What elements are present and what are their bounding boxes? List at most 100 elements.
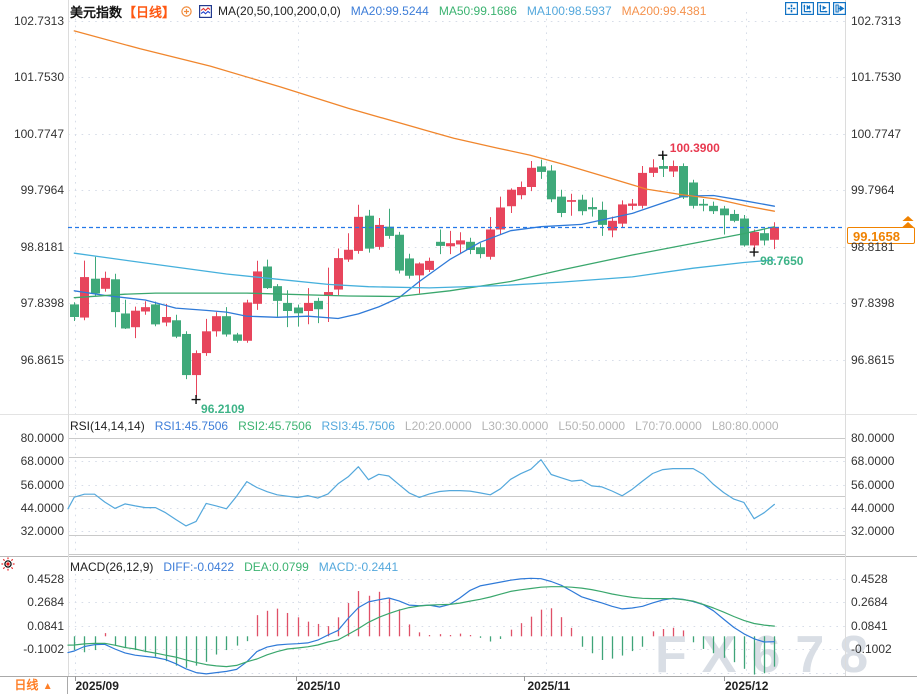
candle-body (131, 310, 140, 328)
macd-dea-line (67, 586, 776, 668)
candle-body (446, 243, 455, 247)
y-axis-label-right: 68.0000 (851, 454, 895, 469)
candle-body (689, 182, 698, 206)
candle-body (70, 304, 79, 317)
candle-body (182, 333, 191, 376)
candle-body (263, 266, 272, 289)
candle-body (456, 240, 465, 245)
low-price-label: 96.2109 (201, 401, 245, 416)
candle-body (334, 258, 343, 290)
y-axis-label-right: 0.4528 (851, 571, 888, 586)
y-axis-label-left: 101.7530 (13, 70, 64, 85)
candle-body (202, 331, 211, 354)
candle-body (436, 241, 445, 246)
candle-body (91, 278, 100, 294)
rsi-values-item: RSI1:45.7506 (154, 419, 229, 433)
ma200-line (73, 30, 776, 212)
price-up-arrows-icon (901, 216, 915, 232)
y-axis-label-right: 96.8615 (851, 352, 895, 367)
ma-values-item: MA20:99.5244 (350, 4, 429, 18)
ma50-line (73, 226, 776, 299)
candle-body (770, 226, 779, 240)
price-extreme-cross-icon (658, 150, 668, 160)
ma100-line (73, 252, 776, 289)
ma-values-item: MA100:98.5937 (526, 4, 612, 18)
y-axis-label-left: 32.0000 (20, 524, 64, 539)
price-extreme-cross-icon (191, 395, 201, 405)
y-axis-label-left: 96.8615 (20, 352, 64, 367)
pan-right-icon[interactable] (833, 2, 846, 15)
low-price-label: 98.7650 (760, 254, 804, 269)
y-axis-label-right: 97.8398 (851, 296, 895, 311)
y-axis-label-left: 0.0841 (27, 618, 64, 633)
add-circle-icon[interactable] (181, 5, 192, 17)
candle-body (141, 307, 150, 312)
macd-diff-line (67, 577, 776, 675)
high-price-label: 100.3900 (669, 141, 720, 156)
candle-body (375, 224, 384, 247)
month-label: 2025/09 (75, 679, 119, 693)
candle-body (415, 263, 424, 276)
y-axis-label-right: 80.0000 (851, 431, 895, 445)
candle-body (588, 207, 597, 210)
candle-body (679, 166, 688, 198)
y-axis-label-right: 44.0000 (851, 500, 895, 515)
candle-body (314, 300, 323, 310)
candle-body (243, 302, 252, 341)
candle-body (760, 233, 769, 241)
y-axis-label-left: 97.8398 (20, 296, 64, 311)
candlestick-chart-icon[interactable] (199, 4, 213, 18)
candle-body (233, 334, 242, 341)
candle-body (638, 172, 647, 206)
candle-body (111, 279, 120, 313)
candle-body (405, 258, 414, 276)
current-price-tag: 99.1658 (847, 227, 915, 244)
candle-body (659, 166, 668, 169)
y-axis-label-left: 99.7964 (20, 183, 64, 198)
ma-settings-label: MA(20,50,100,200,0,0) (218, 4, 341, 18)
candle-body (699, 203, 708, 206)
current-price-value: 99.1658 (853, 229, 900, 244)
candle-body (740, 218, 749, 246)
candle-body (486, 229, 495, 257)
macd-name: MACD(26,12,9) (70, 560, 154, 574)
candle-body (608, 220, 617, 231)
ma20-line (73, 194, 776, 320)
candle-body (507, 189, 516, 207)
candle-body (212, 316, 221, 332)
candle-body (222, 316, 231, 335)
y-axis-label-right: 56.0000 (851, 477, 895, 492)
chevron-up-icon: ▲ (42, 681, 53, 692)
rsi-levels-item: L20:20.0000 (404, 419, 472, 433)
ma-values-item: MA200:99.4381 (621, 4, 707, 18)
rsi-levels-item: L70:70.0000 (635, 419, 702, 433)
macd-values-item: DIFF:-0.0422 (163, 560, 235, 574)
y-axis-label-right: 99.7964 (851, 183, 895, 198)
rsi-levels-item: L50:50.0000 (558, 419, 626, 433)
axis-zoom-in-icon[interactable] (801, 2, 814, 15)
candle-body (649, 167, 658, 173)
rsi-values-item: RSI2:45.7506 (238, 419, 312, 433)
candle-body (496, 207, 505, 230)
period-tag: 【日线】 (123, 4, 176, 20)
period-selector[interactable]: 日线 ▲ (0, 676, 68, 694)
macd-values-item: MACD:-0.2441 (318, 560, 399, 574)
axis-play-icon[interactable] (817, 2, 830, 15)
candle-body (101, 277, 110, 289)
symbol-title: 美元指数 (70, 4, 123, 20)
y-axis-label-left: 56.0000 (20, 477, 64, 492)
y-axis-label-left: -0.1002 (23, 642, 64, 657)
candle-body (527, 167, 536, 187)
y-axis-label-left: 0.4528 (27, 571, 64, 586)
candle-body (354, 216, 363, 251)
candle-body (294, 307, 303, 314)
candle-body (192, 353, 201, 376)
candle-body (517, 186, 526, 196)
live-dot-icon (1, 557, 15, 575)
crosshair-move-icon[interactable] (785, 2, 798, 15)
candle-body (151, 304, 160, 325)
y-axis-label-right: 101.7530 (851, 70, 902, 85)
main-header: 美元指数 【日线】 MA(20,50,100,200,0,0) MA20:99.5… (70, 4, 707, 20)
